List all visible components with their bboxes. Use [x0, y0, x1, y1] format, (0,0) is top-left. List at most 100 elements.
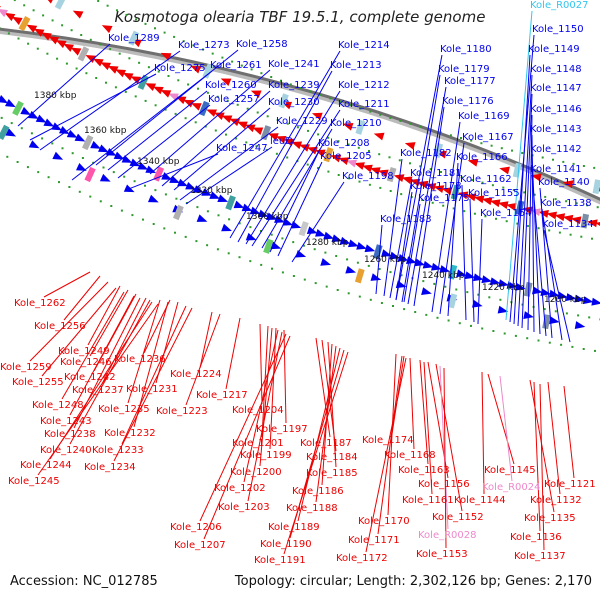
- forward-gene-arrow[interactable]: [161, 172, 173, 183]
- reverse-gene-label[interactable]: Kole_1197: [256, 424, 308, 435]
- forward-gene-arrow[interactable]: [185, 181, 197, 193]
- forward-gene-label[interactable]: Kole_1258: [236, 39, 288, 50]
- forward-block-outer[interactable]: [173, 204, 184, 221]
- forward-gene-arrow-outer[interactable]: [370, 273, 383, 283]
- forward-gene-label[interactable]: Kole_1177: [444, 76, 496, 87]
- forward-gene-label[interactable]: Kole_1183: [380, 214, 432, 225]
- reverse-gene-arrow[interactable]: [47, 33, 60, 45]
- reverse-gene-arrow[interactable]: [189, 99, 202, 111]
- reverse-gene-label[interactable]: Kole_1243: [40, 416, 92, 427]
- reverse-gene-arrow[interactable]: [106, 62, 119, 74]
- forward-gene-arrow[interactable]: [233, 200, 246, 212]
- reverse-gene-arrow[interactable]: [114, 66, 127, 78]
- reverse-gene-arrow[interactable]: [212, 109, 225, 121]
- forward-gene-arrow[interactable]: [137, 162, 149, 173]
- reverse-gene-label[interactable]: Kole_1200: [230, 467, 282, 478]
- forward-gene-arrow[interactable]: [58, 126, 71, 138]
- reverse-block[interactable]: [580, 213, 590, 229]
- forward-gene-label[interactable]: Kole_1239: [268, 80, 320, 91]
- reverse-block-inner[interactable]: [127, 30, 140, 46]
- reverse-gene-label[interactable]: Kole_1248: [32, 400, 84, 411]
- reverse-gene-arrow-inner[interactable]: [71, 7, 84, 19]
- forward-gene-arrow[interactable]: [364, 244, 377, 255]
- forward-gene-arrow[interactable]: [201, 188, 213, 199]
- reverse-gene-arrow[interactable]: [61, 40, 74, 52]
- reverse-gene-label[interactable]: Kole_1188: [286, 503, 338, 514]
- reverse-block-inner[interactable]: [278, 93, 289, 109]
- reverse-gene-label[interactable]: Kole_R0024: [482, 482, 541, 493]
- reverse-gene-arrow[interactable]: [586, 218, 598, 228]
- forward-gene-label[interactable]: Kole_1134: [542, 219, 594, 230]
- forward-gene-label[interactable]: Kole_1162: [460, 174, 512, 185]
- forward-gene-arrow[interactable]: [241, 203, 254, 215]
- reverse-gene-arrow[interactable]: [473, 193, 485, 204]
- forward-gene-arrow-outer[interactable]: [99, 173, 112, 185]
- forward-gene-arrow-outer[interactable]: [345, 265, 357, 277]
- forward-block-outer[interactable]: [84, 166, 96, 183]
- forward-gene-arrow[interactable]: [43, 118, 56, 131]
- forward-gene-arrow[interactable]: [397, 253, 410, 264]
- forward-gene-arrow-outer[interactable]: [523, 311, 534, 321]
- reverse-gene-arrow[interactable]: [329, 152, 342, 163]
- forward-gene-label[interactable]: Kole_1155: [468, 188, 520, 199]
- reverse-gene-arrow[interactable]: [546, 210, 558, 220]
- forward-gene-arrow[interactable]: [582, 296, 594, 306]
- reverse-gene-arrow-inner[interactable]: [404, 139, 416, 150]
- reverse-gene-arrow[interactable]: [3, 9, 16, 22]
- gene-labels[interactable]: Kole_1289 Kole_1273 Kole_1258 Kole_1275 Kole…: [0, 0, 596, 566]
- reverse-gene-arrow-inner[interactable]: [219, 75, 232, 87]
- forward-block-outer[interactable]: [448, 293, 458, 309]
- forward-gene-arrow-outer[interactable]: [421, 287, 433, 297]
- forward-gene-label[interactable]: leuD: [270, 136, 293, 147]
- reverse-gene-arrow[interactable]: [345, 157, 358, 168]
- reverse-gene-label[interactable]: Kole_1199: [240, 450, 292, 461]
- reverse-gene-label[interactable]: Kole_1171: [348, 535, 400, 546]
- forward-gene-label[interactable]: Kole_1142: [530, 144, 582, 155]
- forward-gene-label[interactable]: Kole_1138: [540, 198, 592, 209]
- forward-gene-arrow[interactable]: [574, 294, 585, 305]
- forward-gene-arrow[interactable]: [113, 151, 126, 163]
- forward-gene-arrow[interactable]: [20, 106, 33, 119]
- reverse-gene-arrow[interactable]: [497, 199, 509, 209]
- reverse-gene-label[interactable]: Kole_1244: [20, 460, 72, 471]
- reverse-gene-label[interactable]: Kole_1242: [64, 372, 116, 383]
- reverse-gene-arrow[interactable]: [144, 80, 157, 91]
- reverse-gene-label[interactable]: Kole_1184: [306, 452, 358, 463]
- forward-gene-arrow-outer[interactable]: [123, 184, 136, 195]
- reverse-block[interactable]: [386, 167, 397, 183]
- feature-track[interactable]: [0, 0, 600, 357]
- reverse-gene-arrow-inner[interactable]: [42, 0, 55, 4]
- reverse-gene-arrow[interactable]: [129, 73, 142, 85]
- reverse-gene-label[interactable]: Kole_1238: [44, 429, 96, 440]
- forward-gene-label[interactable]: Kole_1182: [400, 148, 452, 159]
- forward-gene-label[interactable]: Kole_1241: [268, 59, 320, 70]
- forward-gene-label[interactable]: Kole_1148: [530, 64, 582, 75]
- forward-gene-label[interactable]: Kole_1289: [108, 33, 160, 44]
- reverse-gene-label[interactable]: Kole_1156: [418, 479, 470, 490]
- forward-gene-label[interactable]: Kole_1275: [154, 63, 206, 74]
- forward-gene-label[interactable]: Kole_1205: [320, 151, 372, 162]
- reverse-gene-label[interactable]: Kole_1185: [306, 468, 358, 479]
- reverse-gene-arrow[interactable]: [251, 124, 264, 135]
- forward-gene-label[interactable]: Kole_1211: [338, 99, 390, 110]
- reverse-gene-arrow-inner[interactable]: [100, 22, 113, 34]
- forward-gene-arrow-outer[interactable]: [196, 214, 209, 225]
- reverse-gene-label[interactable]: Kole_1201: [232, 438, 284, 449]
- reverse-gene-label[interactable]: Kole_1152: [432, 512, 484, 523]
- forward-gene-arrow-outer[interactable]: [245, 232, 258, 244]
- forward-gene-label[interactable]: Kole_1180: [440, 44, 492, 55]
- reverse-gene-arrow[interactable]: [267, 130, 279, 141]
- reverse-gene-arrow-inner[interactable]: [373, 130, 385, 141]
- forward-gene-label[interactable]: Kole_1214: [338, 40, 390, 51]
- forward-gene-arrow[interactable]: [348, 239, 360, 251]
- reverse-gene-arrow[interactable]: [121, 69, 134, 81]
- forward-gene-arrow[interactable]: [257, 209, 270, 221]
- forward-gene-label[interactable]: Kole_1273: [178, 40, 230, 51]
- reverse-gene-label[interactable]: Kole_1145: [484, 465, 536, 476]
- forward-gene-label[interactable]: Kole_1179: [438, 64, 490, 75]
- reverse-gene-arrow-inner[interactable]: [530, 172, 542, 182]
- forward-gene-label[interactable]: Kole_1230: [268, 97, 320, 108]
- forward-gene-arrow[interactable]: [591, 297, 600, 308]
- reverse-block[interactable]: [77, 46, 90, 62]
- forward-gene-arrow[interactable]: [193, 185, 205, 196]
